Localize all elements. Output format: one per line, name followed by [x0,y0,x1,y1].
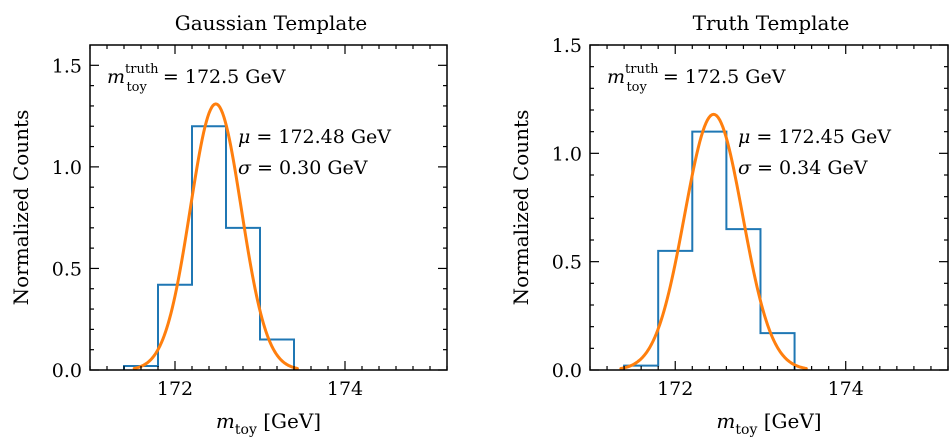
fit-mean-annotation: μ = 172.48 GeV [238,126,391,148]
gaussian-fit-curve [619,112,808,370]
gaussian-fit-curve [132,102,299,370]
x-axis-label-sub: toy [735,422,757,438]
x-tick-label: 172 [157,378,193,400]
sigma-symbol: σ [238,157,252,179]
truth-mass-sup: truth [125,62,159,77]
y-axis-label: Normalized Counts [509,110,533,306]
truth-mass-sub: toy [626,80,647,95]
sigma-value: = 0.30 GeV [251,157,368,179]
x-axis-label-unit: [GeV] [757,409,821,433]
truth-mass-annotation: mtruth toy = 172.5 GeV [607,62,786,95]
histogram-series [123,125,295,370]
chart-title: Truth Template [693,11,850,35]
mu-symbol: μ [738,126,750,148]
truth-mass-value: = 172.5 GeV [657,66,786,88]
y-tick-label: 1.0 [52,157,82,179]
x-axis-label: mtoy [GeV] [216,409,321,438]
chart-panel-2: Truth Template 172 174 0.0 0.5 1.0 1.5 Normaliz… [509,11,949,438]
truth-mass-value: = 172.5 GeV [157,66,286,88]
truth-mass-sup: truth [625,62,659,77]
truth-mass-sub: toy [126,80,147,95]
mu-value: = 172.48 GeV [250,126,391,148]
x-tick-label: 174 [828,378,864,400]
truth-mass-symbol: m [607,66,625,88]
fit-mean-annotation: μ = 172.45 GeV [738,126,891,148]
sigma-symbol: σ [738,157,752,179]
truth-mass-symbol: m [107,66,125,88]
mu-symbol: μ [238,126,250,148]
y-tick-label: 0.0 [552,360,582,382]
mu-value: = 172.45 GeV [750,126,891,148]
x-axis-label-unit: [GeV] [257,409,321,433]
x-tick-label: 172 [657,378,693,400]
y-tick-label: 0.5 [52,258,82,280]
y-tick-label: 0.0 [52,360,82,382]
chart-panel-1: Gaussian Template 172 174 0.0 0.5 1.0 1.5 Norma… [9,11,448,438]
truth-mass-annotation: mtruth toy = 172.5 GeV [107,62,286,95]
y-tick-label: 1.0 [552,143,582,165]
x-axis-label: mtoy [GeV] [716,409,821,438]
sigma-value: = 0.34 GeV [751,157,868,179]
x-axis-label-sub: toy [235,422,257,438]
x-axis-label-symbol: m [216,409,235,433]
fit-sigma-annotation: σ = 0.34 GeV [738,157,868,179]
x-axis-label-symbol: m [716,409,735,433]
y-tick-label: 1.5 [552,35,582,57]
histogram-series [623,130,796,370]
y-tick-label: 1.5 [52,55,82,77]
plot-frame [589,44,949,371]
chart-title: Gaussian Template [175,11,367,35]
fit-sigma-annotation: σ = 0.30 GeV [238,157,368,179]
y-tick-label: 0.5 [552,252,582,274]
x-tick-label: 174 [327,378,363,400]
y-axis-label: Normalized Counts [9,110,33,306]
